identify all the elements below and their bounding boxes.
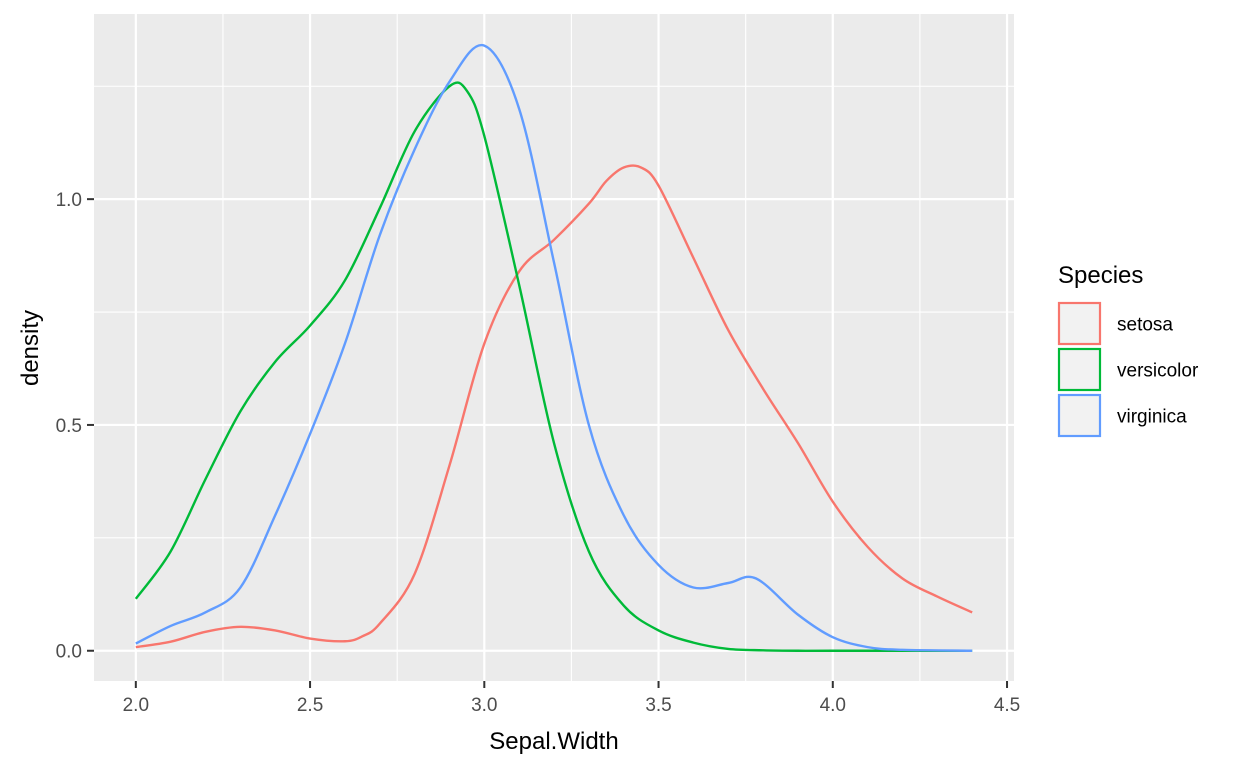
legend-title: Species [1058, 262, 1143, 289]
y-tick-label: 0.5 [56, 416, 82, 437]
x-tick-label: 4.5 [994, 695, 1020, 716]
x-axis-title: Sepal.Width [489, 728, 618, 755]
legend-label-virginica: virginica [1117, 407, 1187, 428]
legend-label-setosa: setosa [1117, 315, 1173, 336]
x-axis: 2.0 2.5 3.0 3.5 4.0 4.5 [123, 681, 1020, 716]
legend-key-setosa [1057, 301, 1102, 346]
y-axis: 0.0 0.5 1.0 [56, 190, 94, 663]
x-tick-label: 3.0 [471, 695, 497, 716]
legend-label-versicolor: versicolor [1117, 361, 1199, 382]
x-tick-label: 3.5 [645, 695, 671, 716]
y-axis-title: density [17, 310, 44, 386]
x-tick-label: 2.5 [297, 695, 323, 716]
x-tick-label: 2.0 [123, 695, 149, 716]
density-lines [134, 43, 973, 652]
minor-gridlines [94, 14, 1014, 681]
y-tick-label: 1.0 [56, 190, 82, 211]
x-tick-label: 4.0 [820, 695, 846, 716]
density-line-setosa [135, 164, 973, 649]
legend-key-virginica [1057, 393, 1102, 438]
density-line-versicolor [134, 81, 973, 652]
legend: Species setosa versicolor virginica [1057, 262, 1199, 438]
y-tick-label: 0.0 [56, 642, 82, 663]
plot-panel [94, 14, 1014, 681]
density-line-virginica [135, 43, 973, 652]
legend-key-versicolor [1057, 347, 1102, 392]
